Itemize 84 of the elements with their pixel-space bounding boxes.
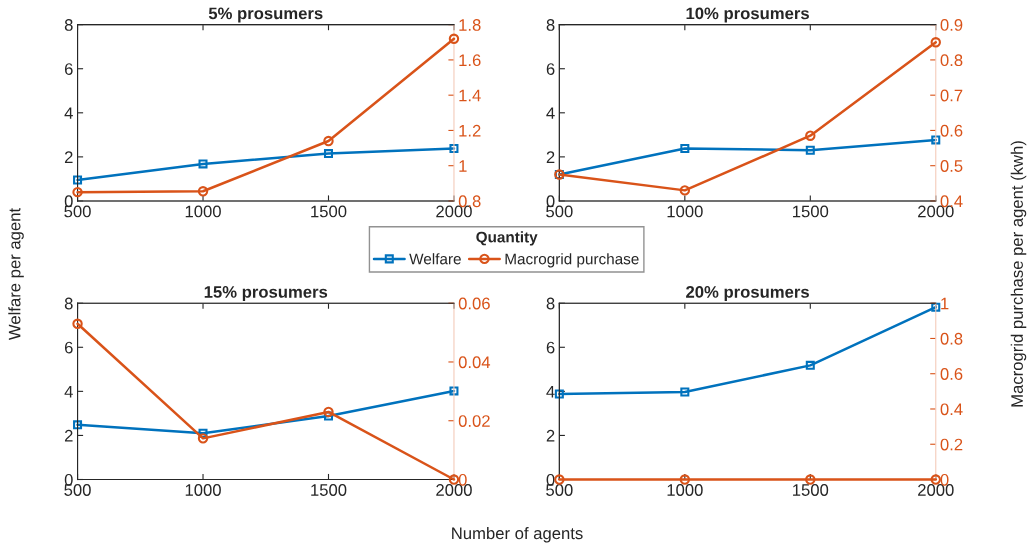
point (323, 135, 334, 147)
y2-tick-label: 0.04 (458, 356, 491, 369)
y2-tick-label: 0.6 (940, 124, 963, 137)
y2-tick-label: 0.8 (940, 54, 963, 67)
chart-title: 5% prosumers (208, 7, 323, 23)
x-tick-label: 2000 (436, 484, 472, 496)
point (680, 143, 690, 154)
point (73, 420, 83, 430)
chart-title: 20% prosumers (686, 286, 809, 302)
y-tick-label: 4 (64, 385, 73, 398)
x-tick-label: 500 (64, 484, 91, 496)
y2-tick-label: 1.2 (459, 124, 481, 137)
y2-tick-label: 1.6 (459, 54, 481, 67)
y-tick-label: 4 (64, 107, 73, 119)
legend-label: Macrogrid purchase (505, 253, 639, 268)
point (554, 389, 564, 399)
point (805, 145, 815, 155)
y-tick-label: 8 (546, 19, 555, 31)
point (323, 411, 333, 421)
x-tick-label: 2000 (918, 484, 954, 496)
y-tick-label: 0 (64, 473, 73, 486)
point (930, 37, 941, 48)
y-tick-label: 4 (546, 385, 555, 398)
y-tick-label: 8 (64, 297, 73, 310)
point (680, 387, 690, 397)
x-tick-label: 1500 (311, 484, 347, 496)
x-tick-label: 1000 (185, 205, 221, 218)
x-tick-label: 1000 (667, 205, 703, 218)
point (323, 406, 334, 418)
y2-tick-label: 0.8 (940, 332, 963, 345)
legend-title: Quantity (476, 231, 538, 246)
point (197, 186, 209, 197)
y2-tick-label: 0.9 (940, 19, 963, 31)
y-axis-title: Welfare per agent (8, 208, 24, 341)
y-tick-label: 2 (546, 151, 555, 163)
y-tick-label: 0 (546, 473, 555, 486)
x-axis-title: Number of agents (452, 526, 583, 543)
point (73, 175, 83, 185)
x-tick-label: 1500 (793, 484, 829, 496)
y2-tick-label: 0.02 (458, 415, 490, 427)
point (805, 130, 816, 141)
y2-axis-title: Macrogrid purchase per agent (kwh) (1010, 141, 1027, 407)
point (449, 386, 459, 396)
y-tick-label: 6 (64, 341, 73, 354)
y2-tick-label: 0.6 (940, 368, 963, 380)
point (323, 149, 333, 159)
y2-tick-label: 1.4 (459, 89, 481, 102)
point (72, 186, 83, 198)
chart-title: 10% prosumers (686, 7, 809, 23)
chart-title: 15% prosumers (204, 286, 328, 302)
point (198, 159, 208, 169)
x-tick-label: 1000 (185, 484, 221, 496)
y-tick-label: 8 (546, 297, 555, 310)
y2-tick-label: 1 (459, 160, 467, 172)
y-tick-label: 6 (546, 341, 555, 354)
y-tick-label: 6 (64, 63, 73, 75)
y2-tick-label: 0.5 (940, 160, 963, 172)
x-tick-label: 1000 (667, 484, 703, 496)
point (72, 318, 83, 329)
point (198, 428, 208, 438)
y-tick-label: 8 (64, 19, 73, 31)
y2-tick-label: 1 (941, 297, 949, 310)
y2-tick-label: 0 (458, 473, 467, 486)
x-tick-label: 1500 (793, 205, 829, 218)
y2-tick-label: 0.4 (940, 403, 963, 416)
y2-tick-label: 1.8 (459, 19, 481, 31)
y-tick-label: 2 (64, 429, 73, 442)
point (197, 433, 209, 444)
point (679, 185, 691, 196)
x-tick-label: 1500 (311, 205, 347, 218)
y-tick-label: 4 (546, 107, 555, 119)
y2-tick-label: 0.7 (940, 89, 963, 102)
y2-tick-label: 0.2 (940, 438, 963, 451)
y-tick-label: 2 (546, 429, 555, 442)
legend-label: Welfare (409, 253, 461, 265)
y-tick-label: 2 (64, 151, 73, 163)
point (448, 33, 460, 44)
y2-tick-label: 0.06 (458, 297, 490, 310)
y-tick-label: 6 (546, 63, 555, 75)
point (449, 143, 459, 154)
x-tick-label: 500 (546, 484, 573, 496)
point (805, 360, 815, 370)
y2-tick-label: 0 (940, 473, 949, 486)
point (931, 135, 941, 145)
